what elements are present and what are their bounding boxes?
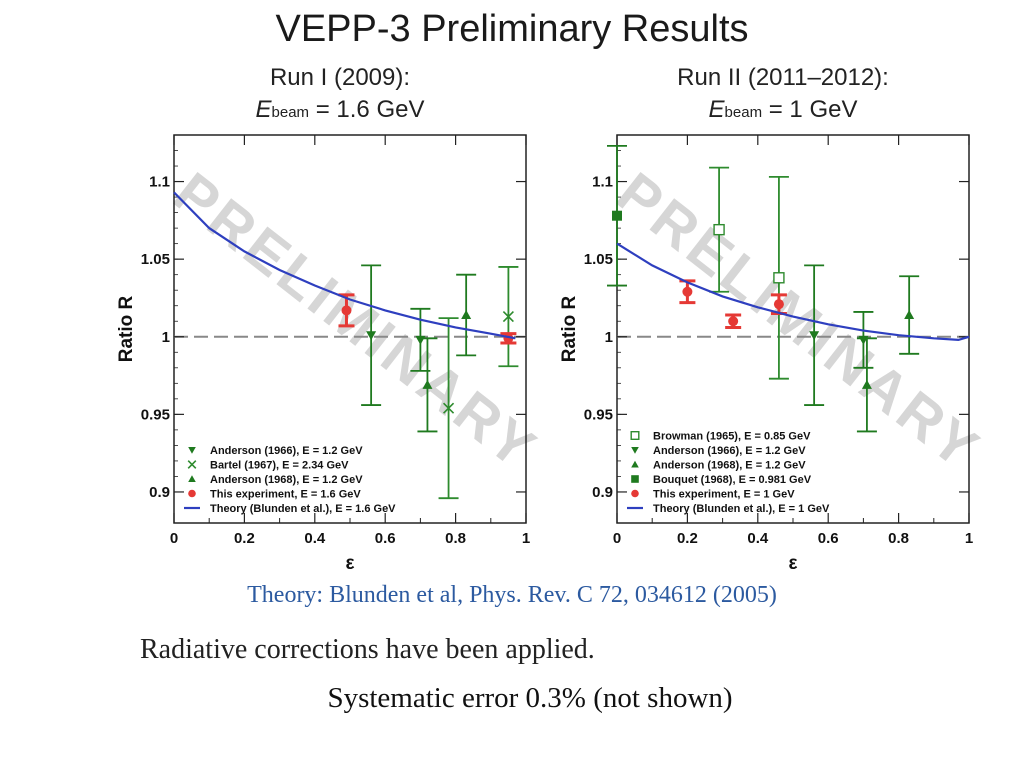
c1-y-tick-label: 0.9	[592, 484, 613, 501]
c1-x-axis-label: ε	[788, 553, 797, 574]
c0-y-tick-label: 1.1	[149, 174, 170, 191]
c1-x-tick-label: 1	[965, 530, 973, 547]
c0-y-axis-label: Ratio R	[116, 295, 137, 362]
run2-header: Run II (2011–2012): Ebeam = 1 GeV	[638, 62, 928, 129]
c1-x-tick-label: 0.2	[677, 530, 698, 547]
c0-theory-curve	[173, 191, 516, 340]
c0-y-tick-label: 0.9	[149, 484, 170, 501]
c0-x-tick-label: 0.4	[304, 530, 326, 547]
c0-legend-swatch	[187, 460, 197, 469]
c1-y-tick-label: 1.1	[592, 174, 613, 191]
c1-data-point	[773, 272, 785, 284]
c1-data-point	[713, 223, 725, 236]
run2-beam-energy: Ebeam = 1 GeV	[708, 96, 858, 123]
c1-legend-label: Theory (Blunden et al.), E = 1 GeV	[653, 503, 830, 515]
run1-header: Run I (2009): Ebeam = 1.6 GeV	[200, 62, 480, 129]
c0-legend-swatch	[188, 475, 196, 483]
c0-legend-label: Theory (Blunden et al.), E = 1.6 GeV	[210, 503, 396, 515]
radiative-note: Radiative corrections have been applied.	[140, 634, 595, 665]
c1-legend-swatch	[631, 460, 639, 468]
c0-data-point	[502, 311, 514, 323]
c1-y-tick-label: 1	[605, 329, 613, 346]
c0-legend-label: Bartel (1967), E = 2.34 GeV	[210, 460, 349, 472]
c1-legend-label: Anderson (1966), E = 1.2 GeV	[653, 445, 806, 457]
c0-data-point	[422, 379, 433, 389]
systematic-note: Systematic error 0.3% (not shown)	[327, 682, 733, 714]
c0-data-point	[341, 305, 352, 316]
c1-legend-swatch	[631, 446, 639, 454]
c0-x-tick-label: 1	[522, 530, 530, 547]
c0-x-tick-label: 0	[170, 530, 178, 547]
c1-x-tick-label: 0	[613, 530, 621, 547]
c1-x-tick-label: 0.4	[747, 530, 769, 547]
run1-chart: PRELIMINARY 0 0.2 0.4 0.6 0.8 1 0.9 0.95 1 1.05 1.1…	[116, 134, 550, 574]
c0-y-tick-label: 1.05	[141, 251, 170, 268]
theory-reference: Theory: Blunden et al, Phys. Rev. C 72, …	[247, 582, 777, 608]
c1-data-point	[612, 210, 622, 221]
c0-data-point	[366, 331, 377, 341]
c1-data-point	[861, 379, 872, 389]
run1-beam-energy: Ebeam = 1.6 GeV	[255, 96, 425, 123]
c1-y-tick-label: 0.95	[584, 406, 613, 423]
run2-title: Run II (2011–2012):	[677, 64, 889, 91]
c0-y-tick-label: 0.95	[141, 406, 170, 423]
c0-data-point	[442, 402, 455, 414]
c0-legend-label: Anderson (1968), E = 1.2 GeV	[210, 474, 363, 486]
c0-x-tick-label: 0.8	[445, 530, 466, 547]
c1-legend-label: This experiment, E = 1 GeV	[653, 489, 795, 501]
c0-legend-label: Anderson (1966), E = 1.2 GeV	[210, 445, 363, 457]
run1-title: Run I (2009):	[269, 64, 411, 91]
c1-legend-swatch	[631, 475, 639, 483]
c1-legend-swatch	[630, 431, 640, 441]
c1-data-point	[682, 286, 693, 297]
c1-x-tick-label: 0.8	[888, 530, 909, 547]
c1-data-point	[728, 316, 739, 327]
c0-data-point	[461, 310, 472, 320]
c1-data-point	[904, 310, 915, 320]
c1-x-tick-label: 0.6	[818, 530, 839, 547]
c1-data-point	[809, 331, 820, 341]
c1-legend-label: Anderson (1968), E = 1.2 GeV	[653, 460, 806, 472]
c0-legend-label: This experiment, E = 1.6 GeV	[210, 489, 361, 501]
c0-legend-swatch	[188, 489, 196, 498]
c0-y-tick-label: 1	[162, 329, 170, 346]
c0-legend-swatch	[188, 446, 196, 454]
c1-y-tick-label: 1.05	[584, 251, 613, 268]
c1-legend-swatch	[631, 489, 639, 498]
c1-legend-label: Browman (1965), E = 0.85 GeV	[653, 431, 811, 443]
c0-x-axis-label: ε	[345, 553, 354, 574]
c0-watermark: PRELIMINARY	[162, 160, 550, 483]
c0-x-tick-label: 0.2	[234, 530, 255, 547]
c1-theory-curve	[616, 242, 970, 342]
c1-y-axis-label: Ratio R	[559, 295, 580, 362]
slide-title: VEPP-3 Preliminary Results	[275, 8, 749, 50]
c1-data-point	[773, 299, 784, 310]
c0-x-tick-label: 0.6	[375, 530, 396, 547]
c1-legend-label: Bouquet (1968), E = 0.981 GeV	[653, 474, 812, 486]
